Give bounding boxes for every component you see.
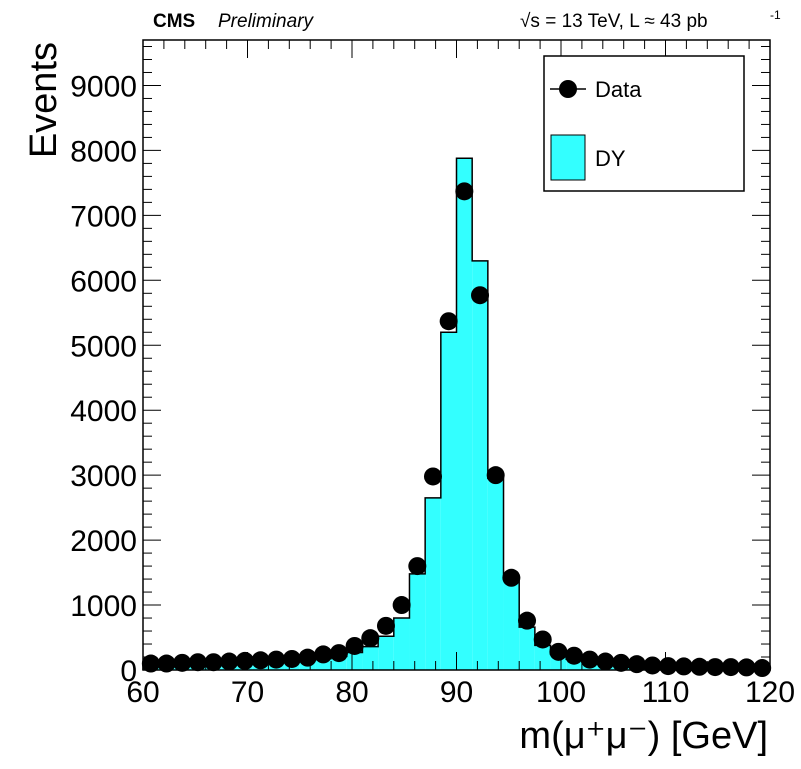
legend-data-label: Data <box>595 77 642 102</box>
x-axis-title: m(μ⁺μ⁻) [GeV] <box>519 715 768 757</box>
data-point <box>659 657 678 676</box>
data-point <box>392 596 411 615</box>
x-tick-label: 70 <box>231 676 264 709</box>
lumi-exponent: -1 <box>770 8 781 22</box>
data-point <box>580 650 599 669</box>
data-point <box>235 651 254 670</box>
y-tick-label: 9000 <box>70 70 137 103</box>
dy-bin <box>362 646 379 670</box>
data-point <box>674 657 693 676</box>
data-point <box>627 655 646 674</box>
data-point <box>423 467 442 486</box>
y-tick-label: 6000 <box>70 265 137 298</box>
data-point <box>314 645 333 664</box>
x-tick-labels: 60 70 80 90 100 110 120 <box>126 676 795 709</box>
y-tick-label: 8000 <box>70 135 137 168</box>
dy-bin <box>409 573 426 670</box>
data-point <box>408 557 427 576</box>
dy-bin <box>315 658 332 670</box>
data-point <box>282 649 301 668</box>
data-point <box>157 654 176 673</box>
dy-bin <box>519 627 535 670</box>
y-tick-label: 7000 <box>70 200 137 233</box>
data-points <box>141 182 772 678</box>
data-point <box>612 653 631 672</box>
dy-bin <box>378 636 394 670</box>
data-point <box>753 659 772 678</box>
legend: Data DY <box>543 55 745 192</box>
legend-dy-label: DY <box>595 146 626 171</box>
dy-bin <box>487 478 504 670</box>
data-point <box>565 646 584 665</box>
data-point <box>533 630 552 649</box>
data-point <box>204 653 223 672</box>
x-tick-label: 80 <box>335 676 368 709</box>
y-axis-title: Events <box>23 42 65 158</box>
x-tick-label: 60 <box>126 676 159 709</box>
dy-bin <box>472 260 488 670</box>
data-point <box>298 648 317 667</box>
data-point <box>361 629 380 648</box>
dy-bin <box>425 497 441 670</box>
data-point <box>486 466 505 485</box>
y-tick-label: 5000 <box>70 330 137 363</box>
dy-bin <box>440 332 457 670</box>
preliminary-label: Preliminary <box>218 11 315 32</box>
dy-bin <box>346 652 363 670</box>
y-tick-label: 3000 <box>70 460 137 493</box>
cms-label: CMS <box>153 11 195 32</box>
data-point <box>455 182 474 201</box>
y-tick-label: 2000 <box>70 525 137 558</box>
data-point <box>596 652 615 671</box>
data-point <box>173 653 192 672</box>
x-tick-label: 110 <box>642 676 690 709</box>
data-point <box>329 644 348 663</box>
dy-bin <box>456 158 473 671</box>
data-point <box>188 653 207 672</box>
legend-dy-swatch <box>550 134 586 181</box>
y-tick-labels: 0 1000 2000 3000 4000 5000 6000 7000 8000 9000 <box>70 70 137 688</box>
plot-frame <box>142 39 771 671</box>
data-point <box>345 636 364 655</box>
data-point <box>439 312 458 331</box>
energy-lumi-label: √s = 13 TeV, L ≈ 43 pb <box>520 11 708 32</box>
data-point <box>267 650 286 669</box>
data-point <box>518 611 537 630</box>
dy-bin <box>534 645 551 670</box>
data-point <box>549 642 568 661</box>
data-point <box>251 651 270 670</box>
data-point <box>502 568 521 587</box>
data-point <box>220 652 239 671</box>
dy-histogram <box>142 157 771 671</box>
y-tick-label: 0 <box>120 655 137 688</box>
y-tick-label: 4000 <box>70 395 137 428</box>
x-tick-label: 100 <box>536 676 586 709</box>
y-tick-label: 1000 <box>70 590 137 623</box>
legend-data-marker <box>559 80 577 98</box>
data-point <box>471 286 490 305</box>
x-tick-label: 120 <box>745 676 795 709</box>
data-point <box>706 658 725 677</box>
data-point <box>141 654 160 673</box>
data-point <box>643 656 662 675</box>
data-point <box>737 658 756 677</box>
x-tick-label: 90 <box>440 676 473 709</box>
dy-bin <box>393 618 410 670</box>
data-point <box>690 657 709 676</box>
dy-bin <box>503 579 520 670</box>
data-point <box>721 658 740 677</box>
data-point <box>376 616 395 635</box>
